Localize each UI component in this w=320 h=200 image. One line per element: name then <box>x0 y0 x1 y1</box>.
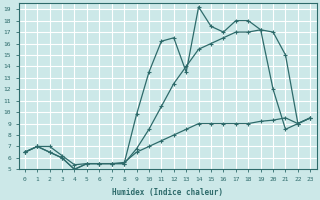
X-axis label: Humidex (Indice chaleur): Humidex (Indice chaleur) <box>112 188 223 197</box>
